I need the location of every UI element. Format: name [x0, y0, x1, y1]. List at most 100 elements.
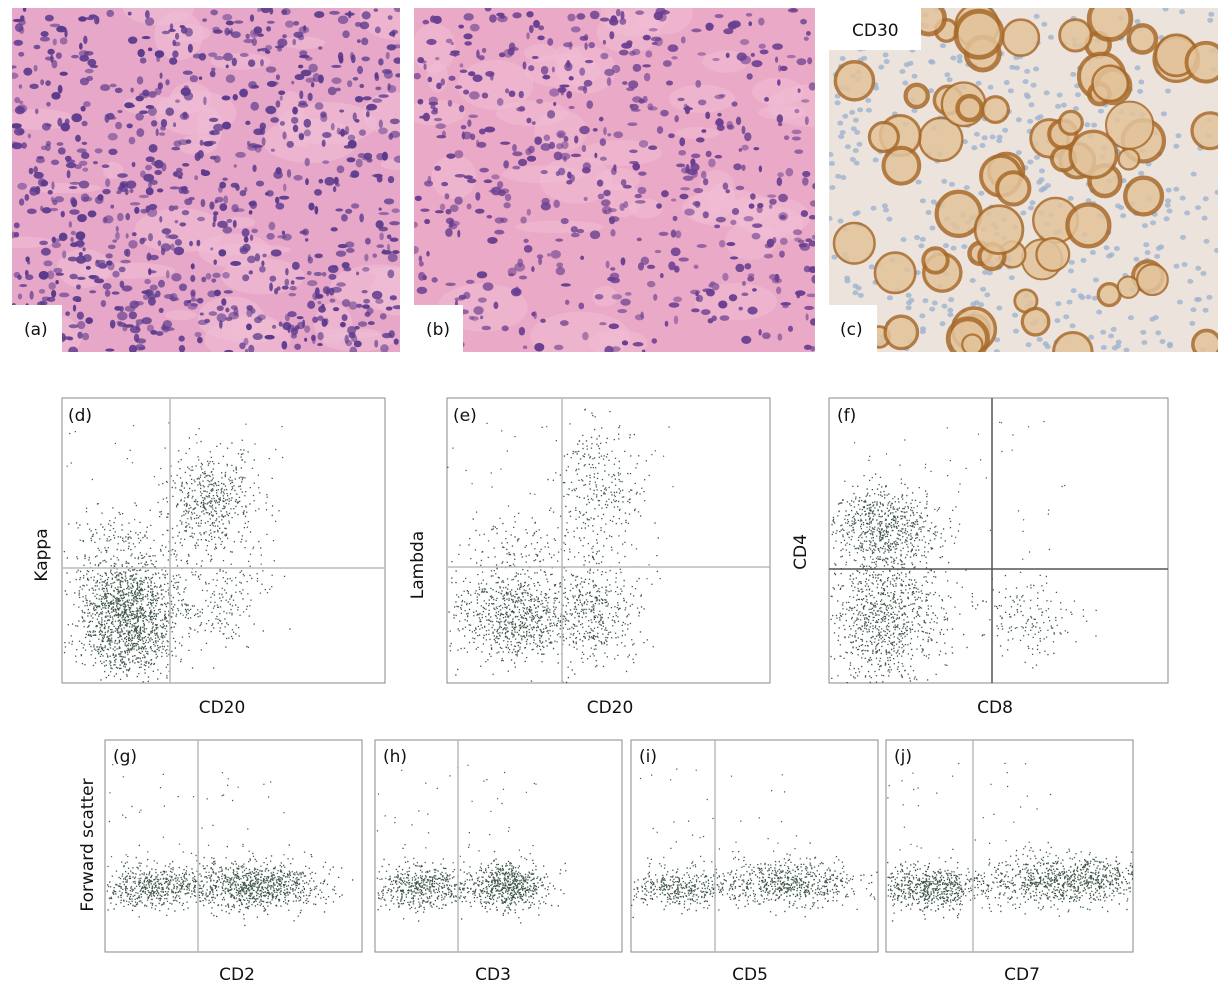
x-axis-label: CD5 [732, 965, 768, 985]
nucleus [745, 12, 753, 17]
nucleus [362, 157, 368, 161]
nucleus [179, 222, 187, 227]
nucleus [661, 190, 669, 198]
nucleus [182, 111, 188, 119]
nucleus [584, 59, 594, 64]
nucleus [292, 106, 298, 115]
nucleus [22, 8, 27, 12]
nucleus [1173, 143, 1180, 149]
nucleus [696, 244, 707, 248]
nucleus [526, 155, 537, 162]
nucleus [300, 69, 312, 77]
nucleus [919, 313, 926, 319]
nucleus [769, 198, 777, 205]
nucleus [690, 289, 701, 295]
nucleus [531, 121, 536, 125]
nucleus [1085, 294, 1092, 300]
nucleus [695, 80, 702, 88]
nucleus [51, 196, 55, 203]
nucleus [693, 187, 704, 194]
nucleus [155, 331, 164, 337]
nucleus [466, 203, 472, 210]
nucleus [603, 189, 611, 197]
nucleus [778, 212, 788, 221]
nucleus [282, 233, 292, 241]
nucleus [679, 137, 686, 147]
nucleus [459, 63, 464, 68]
nucleus [477, 141, 487, 148]
nucleus [626, 87, 635, 92]
nucleus [1040, 186, 1047, 192]
nucleus [570, 26, 581, 33]
nucleus [611, 64, 621, 74]
nucleus [1043, 90, 1050, 96]
nucleus [728, 294, 738, 302]
nucleus [225, 20, 234, 26]
nucleus [1187, 278, 1194, 284]
nucleus [194, 152, 201, 162]
y-axis-label: Kappa [32, 528, 52, 581]
nucleus [1138, 79, 1145, 85]
nucleus [696, 294, 704, 303]
nucleus [92, 161, 98, 165]
nucleus [844, 144, 851, 150]
nucleus [135, 112, 144, 121]
event-dots [106, 764, 354, 927]
nucleus [269, 282, 273, 292]
nucleus [230, 260, 242, 267]
nucleus [811, 234, 815, 240]
nucleus [84, 68, 94, 74]
nucleus [454, 196, 463, 205]
nucleus [667, 44, 679, 52]
nucleus [665, 80, 674, 86]
nucleus [266, 26, 272, 32]
nucleus [270, 117, 280, 123]
nucleus [435, 56, 440, 61]
nucleus [975, 80, 982, 86]
nucleus [124, 188, 129, 196]
nucleus [900, 237, 907, 243]
nucleus [392, 305, 400, 310]
nucleus [250, 101, 260, 111]
nucleus [717, 112, 722, 117]
nucleus [331, 64, 342, 69]
nucleus [149, 284, 158, 291]
cd30-cell [1068, 129, 1119, 180]
nucleus [55, 52, 62, 59]
nucleus [395, 73, 400, 78]
nucleus [376, 175, 383, 183]
nucleus [805, 238, 813, 243]
nucleus [676, 163, 686, 168]
nucleus [12, 142, 23, 150]
nucleus [79, 77, 90, 86]
stroma [530, 311, 631, 352]
nucleus [67, 256, 78, 262]
nucleus [487, 236, 498, 244]
nucleus [147, 47, 153, 52]
nucleus [973, 131, 980, 137]
nucleus [1214, 189, 1218, 195]
nucleus [317, 315, 324, 321]
nucleus [1041, 21, 1048, 27]
nucleus [314, 102, 324, 110]
nucleus [883, 59, 890, 65]
nucleus [776, 286, 782, 295]
nucleus [1027, 118, 1034, 124]
nucleus [83, 101, 91, 108]
nucleus [239, 52, 249, 57]
nucleus [1056, 92, 1063, 98]
nucleus [449, 52, 460, 57]
nucleus [105, 348, 115, 352]
nucleus [642, 64, 651, 68]
nucleus [485, 71, 495, 77]
nucleus [829, 160, 835, 166]
plot-frame [630, 739, 879, 953]
nucleus [567, 13, 576, 22]
nucleus [322, 160, 330, 164]
nucleus [336, 282, 346, 287]
nucleus [117, 212, 124, 222]
nucleus [1181, 262, 1188, 268]
nucleus [1033, 13, 1040, 19]
nucleus [1179, 195, 1186, 201]
stroma [164, 309, 197, 321]
